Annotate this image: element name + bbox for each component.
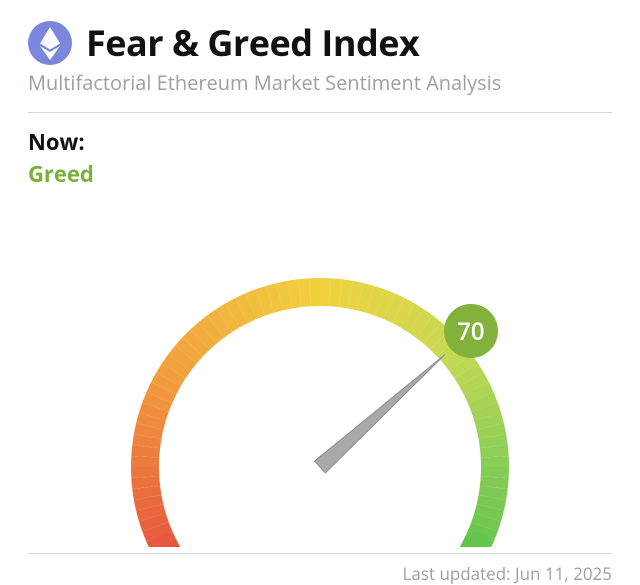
header: Fear & Greed Index — [28, 18, 612, 67]
divider — [28, 112, 612, 113]
gauge-value: 70 — [457, 315, 484, 348]
gauge-chart: 70 — [28, 197, 612, 547]
last-updated-date: Jun 11, 2025 — [515, 562, 612, 585]
last-updated-prefix: Last updated: — [403, 562, 515, 585]
value-badge: 70 — [444, 304, 498, 358]
last-updated: Last updated: Jun 11, 2025 — [28, 562, 612, 585]
now-label: Now: — [28, 127, 612, 157]
page-title: Fear & Greed Index — [86, 18, 419, 67]
page-subtitle: Multifactorial Ethereum Market Sentiment… — [28, 69, 612, 96]
ethereum-icon — [28, 21, 72, 65]
gauge-svg — [28, 197, 612, 547]
divider — [28, 553, 612, 554]
sentiment-label: Greed — [28, 159, 612, 189]
